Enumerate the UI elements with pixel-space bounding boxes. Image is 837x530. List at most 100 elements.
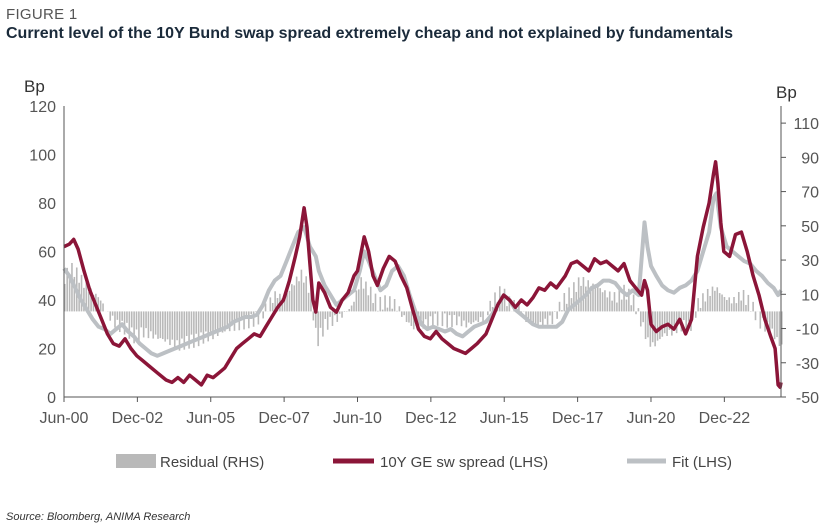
residual-bar — [308, 293, 310, 312]
residual-bar — [466, 311, 468, 327]
residual-bar — [363, 289, 365, 312]
residual-bar — [542, 311, 544, 325]
residual-bar — [348, 309, 350, 311]
residual-bar — [470, 311, 472, 324]
residual-bar — [719, 293, 721, 311]
residual-bar — [638, 308, 640, 311]
residual-bar — [150, 311, 152, 331]
residual-bar — [561, 310, 563, 311]
residual-bar — [640, 311, 642, 326]
residual-bar — [152, 311, 154, 338]
residual-bar — [399, 306, 401, 311]
residual-bar — [724, 297, 726, 311]
residual-bar — [731, 303, 733, 311]
x-tick-label: Jun-20 — [627, 410, 676, 427]
residual-bar — [707, 289, 709, 311]
residual-bar — [544, 311, 546, 318]
residual-bar — [332, 311, 334, 326]
residual-bar — [771, 311, 773, 328]
residual-bar — [143, 311, 145, 337]
residual-bar — [726, 300, 728, 311]
residual-bar — [250, 311, 252, 314]
series-lines — [64, 162, 781, 387]
residual-bar — [138, 311, 140, 340]
legend-swatch-residual — [116, 454, 156, 468]
residual-bar — [604, 290, 606, 311]
residual-bar — [353, 302, 355, 312]
residual-bar — [623, 285, 625, 312]
residual-bar — [535, 311, 537, 324]
residual-bar — [657, 311, 659, 340]
residual-bar — [776, 311, 778, 337]
residual-bar — [341, 311, 343, 317]
residual-bar — [602, 292, 604, 311]
residual-bar — [406, 311, 408, 322]
residual-bar — [463, 311, 465, 320]
residual-bar — [607, 297, 609, 311]
residual-bar — [454, 311, 456, 315]
residual-bar — [396, 311, 398, 312]
residual-bar — [313, 311, 315, 320]
residual-bar — [618, 289, 620, 311]
residual-bar — [427, 311, 429, 328]
residual-bar — [167, 311, 169, 339]
residual-bar — [145, 311, 147, 328]
residual-bar — [662, 311, 664, 336]
right-tick-label: 50 — [801, 219, 819, 236]
spread-line — [64, 162, 781, 387]
x-tick-label: Jun-00 — [40, 410, 89, 427]
residual-bar — [315, 311, 317, 327]
residual-bar — [712, 287, 714, 312]
right-tick-label: 30 — [801, 253, 819, 270]
residual-bar — [671, 311, 673, 335]
residual-bar — [81, 275, 83, 312]
residual-bar — [296, 277, 298, 312]
residual-bar — [394, 299, 396, 311]
residual-bar — [446, 311, 448, 327]
residual-bar — [599, 288, 601, 311]
residual-bar — [477, 311, 479, 322]
residual-bar — [635, 311, 637, 314]
residual-bar — [564, 293, 566, 311]
residual-bar — [451, 311, 453, 327]
legend: Residual (RHS) 10Y GE sw spread (LHS) Fi… — [116, 454, 732, 471]
residual-bar — [112, 311, 114, 315]
residual-bar — [375, 294, 377, 312]
residual-bar — [164, 311, 166, 341]
residual-bar — [456, 311, 458, 325]
residual-bar — [301, 270, 303, 312]
residual-bar — [136, 311, 138, 329]
residual-bar — [473, 311, 475, 322]
residual-bar — [759, 311, 761, 328]
residual-bar — [552, 311, 554, 324]
residual-bar — [609, 292, 611, 312]
x-tick-label: Dec-07 — [258, 410, 310, 427]
residual-bar — [559, 302, 561, 312]
residual-bar — [597, 287, 599, 311]
residual-bar — [114, 311, 116, 327]
legend-label-residual: Residual (RHS) — [160, 454, 264, 471]
residual-bar — [468, 311, 470, 322]
residual-bar — [728, 297, 730, 311]
residual-bar — [160, 311, 162, 338]
residual-bar — [537, 311, 539, 325]
right-axis-unit: Bp — [776, 83, 797, 102]
residual-bar — [109, 311, 111, 320]
residual-bar — [688, 311, 690, 321]
residual-bar — [317, 311, 319, 346]
residual-bar — [320, 311, 322, 327]
residual-bar — [442, 311, 444, 326]
right-tick-label: -10 — [796, 322, 819, 339]
residual-bar — [740, 301, 742, 312]
residual-bar — [181, 311, 183, 338]
residual-bar — [425, 311, 427, 319]
residual-bar — [645, 311, 647, 339]
residual-bar — [210, 311, 212, 331]
residual-bar — [121, 311, 123, 320]
residual-bar — [195, 311, 197, 333]
residual-bar — [434, 311, 436, 313]
residual-bar — [102, 303, 104, 311]
residual-bar — [642, 311, 644, 322]
right-tick-label: -50 — [796, 390, 819, 407]
residual-bar — [403, 311, 405, 315]
